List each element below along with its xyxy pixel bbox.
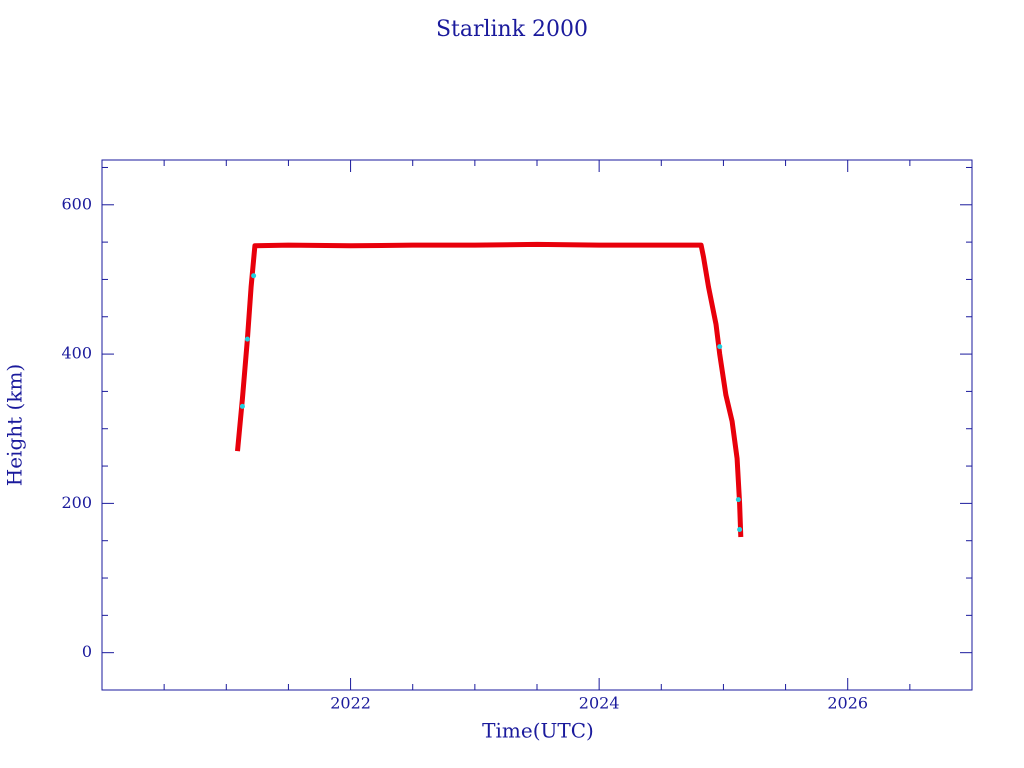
x-tick-label: 2024	[579, 694, 620, 713]
data-point	[737, 527, 743, 533]
y-tick-label: 600	[61, 194, 92, 213]
x-tick-label: 2026	[827, 694, 868, 713]
chart-title: Starlink 2000	[436, 17, 588, 42]
data-point	[239, 403, 245, 409]
plot-frame	[101, 159, 973, 691]
y-tick-label: 400	[61, 344, 92, 363]
data-point	[717, 344, 723, 350]
data-point	[735, 497, 741, 503]
y-axis-label: Height (km)	[3, 364, 27, 486]
y-tick-label: 200	[61, 493, 92, 512]
x-axis-label: Time(UTC)	[482, 719, 594, 743]
data-line	[235, 241, 744, 538]
y-tick-label: 0	[82, 642, 92, 661]
x-tick-label: 2022	[330, 694, 371, 713]
data-point	[244, 336, 250, 342]
data-point	[251, 273, 257, 279]
